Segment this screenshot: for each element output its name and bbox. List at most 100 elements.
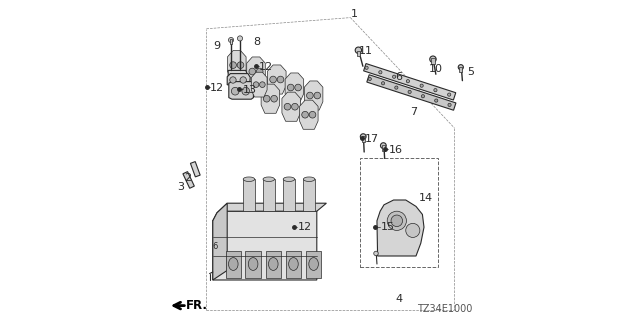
Bar [230,39,232,44]
Ellipse shape [269,258,278,270]
Circle shape [253,82,259,87]
Polygon shape [377,200,424,256]
Circle shape [277,76,284,83]
Ellipse shape [243,177,255,181]
Text: 6: 6 [396,72,402,82]
Circle shape [249,68,255,75]
Polygon shape [227,74,250,85]
Circle shape [295,84,301,91]
Circle shape [365,66,368,69]
Bar [266,251,281,278]
Polygon shape [367,75,456,110]
Text: 17: 17 [365,134,379,144]
Circle shape [421,95,424,98]
Ellipse shape [303,177,315,181]
Circle shape [458,65,463,70]
Text: 2: 2 [184,172,191,183]
Polygon shape [246,57,265,86]
Polygon shape [212,211,317,280]
Bar [243,179,255,211]
Circle shape [368,77,371,81]
Text: 11: 11 [358,46,372,56]
Circle shape [259,82,265,87]
Bar [360,158,438,267]
Ellipse shape [289,258,298,270]
Polygon shape [229,82,253,99]
Circle shape [240,77,246,83]
Polygon shape [183,172,195,188]
Bar [306,251,321,278]
Text: 10: 10 [429,64,443,74]
Circle shape [284,103,291,110]
Text: 12: 12 [259,62,273,72]
Circle shape [257,68,263,75]
Polygon shape [268,65,286,94]
Circle shape [434,89,437,92]
Circle shape [448,103,451,107]
Circle shape [447,93,451,96]
Bar [283,179,294,211]
Circle shape [381,82,385,85]
Bar [285,251,301,278]
Text: 9: 9 [212,41,220,52]
Polygon shape [212,203,326,221]
Circle shape [392,75,396,78]
Polygon shape [300,100,318,129]
Bar [303,179,315,211]
Text: 4: 4 [396,294,403,304]
Polygon shape [212,203,227,280]
Circle shape [380,143,387,148]
Polygon shape [282,92,301,121]
Circle shape [379,71,382,74]
Text: 8: 8 [253,36,260,47]
Circle shape [430,56,436,62]
Text: 3: 3 [178,182,184,192]
Circle shape [408,90,412,93]
Circle shape [228,37,234,43]
Ellipse shape [263,177,275,181]
Polygon shape [261,84,280,113]
Circle shape [406,223,420,237]
Circle shape [355,47,362,53]
Circle shape [309,111,316,118]
Ellipse shape [248,258,258,270]
Ellipse shape [228,258,238,270]
Text: TZ34E1000: TZ34E1000 [417,304,472,314]
Text: 6: 6 [212,242,218,251]
Polygon shape [364,64,456,100]
Polygon shape [228,70,249,83]
Polygon shape [305,81,323,110]
Text: FR.: FR. [186,299,207,312]
Text: 16: 16 [388,145,403,156]
Bar [246,251,261,278]
Circle shape [292,103,298,110]
Circle shape [435,99,438,102]
Circle shape [230,62,236,68]
Bar [460,67,463,72]
Circle shape [406,80,410,83]
Text: 1: 1 [351,9,357,20]
Circle shape [232,87,239,95]
Circle shape [263,95,270,102]
Ellipse shape [284,177,295,181]
Circle shape [420,84,423,87]
Circle shape [301,111,308,118]
Text: 13: 13 [243,84,257,95]
Circle shape [237,62,244,68]
Circle shape [307,92,313,99]
Circle shape [387,211,406,230]
Circle shape [391,215,403,227]
Circle shape [271,95,278,102]
Polygon shape [285,73,304,102]
Circle shape [287,84,294,91]
Text: 12: 12 [210,83,224,93]
Circle shape [242,87,250,95]
Bar [226,251,241,278]
Bar [263,179,275,211]
Polygon shape [252,72,267,97]
Circle shape [314,92,321,99]
Bar [382,145,385,151]
Polygon shape [228,51,246,80]
Text: 12: 12 [298,222,312,232]
Circle shape [269,76,276,83]
